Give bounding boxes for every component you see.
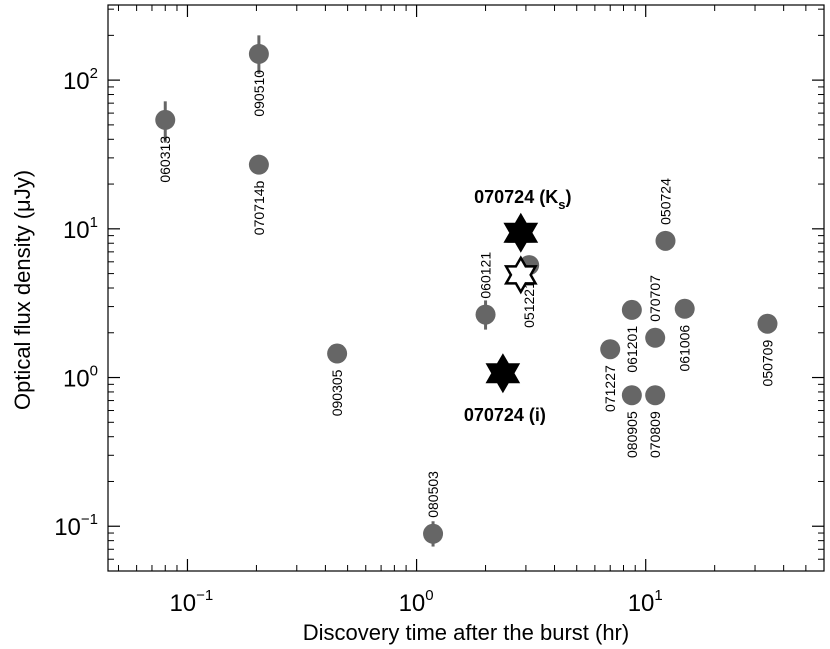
annotations: 070724 (Ks) 070724 (i)	[464, 187, 572, 425]
point-label: 080905	[624, 411, 640, 458]
point-label: 050724	[657, 178, 673, 225]
point-label: 070707	[647, 275, 663, 322]
data-point	[248, 43, 269, 64]
data-point	[645, 327, 666, 348]
data-point	[621, 299, 642, 320]
filled-star-marker	[485, 353, 521, 394]
data-points: 060313 090510 070714b 090305 080503 060121 051…	[155, 35, 778, 547]
point-label: 060121	[478, 252, 494, 299]
annotation-label: 070724 (i)	[464, 405, 546, 425]
data-point	[621, 385, 642, 406]
point-label: 061006	[677, 325, 693, 372]
data-point	[600, 339, 621, 360]
x-axis-title: Discovery time after the burst (hr)	[303, 620, 629, 645]
x-tick-label: 101	[628, 587, 663, 617]
data-point	[248, 154, 269, 175]
open-star-marker	[503, 255, 538, 295]
point-label: 070714b	[251, 180, 267, 235]
filled-star-marker	[503, 212, 539, 253]
axis-ticks: 10−1 100 101 10−1 100 101 102	[54, 5, 824, 617]
annotation-label: 070724 (Ks)	[474, 187, 571, 212]
data-point	[155, 109, 176, 130]
data-point	[674, 298, 695, 319]
point-label: 090305	[329, 369, 345, 416]
point-label: 080503	[425, 471, 441, 518]
x-tick-label: 10−1	[169, 587, 213, 617]
point-label: 070809	[647, 411, 663, 458]
point-label: 061201	[624, 326, 640, 373]
y-tick-label: 10−1	[54, 511, 98, 541]
y-axis-title: Optical flux density (μJy)	[10, 170, 35, 410]
data-point	[645, 385, 666, 406]
data-point	[655, 230, 676, 251]
point-label: 050709	[759, 340, 775, 387]
point-label: 060313	[157, 136, 173, 183]
point-label: 051221	[521, 281, 537, 328]
plot-frame	[107, 4, 825, 572]
data-point	[423, 523, 444, 544]
data-point	[327, 343, 348, 364]
y-tick-label: 101	[63, 214, 98, 244]
y-tick-label: 100	[63, 363, 98, 393]
point-label: 090510	[251, 70, 267, 117]
data-point	[475, 304, 496, 325]
data-point	[757, 313, 778, 334]
point-label: 071227	[602, 365, 618, 412]
x-tick-label: 100	[399, 587, 434, 617]
y-tick-label: 102	[63, 65, 98, 95]
